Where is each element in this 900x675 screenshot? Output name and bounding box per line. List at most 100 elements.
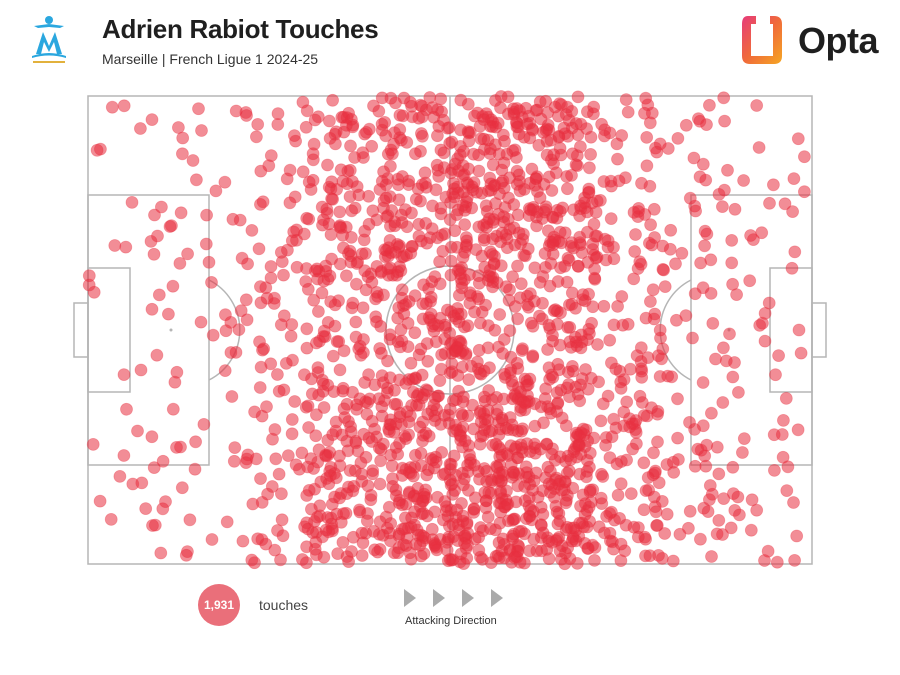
touch-point: [649, 505, 663, 519]
touch-point: [343, 464, 357, 477]
touch-point: [472, 148, 486, 162]
touch-point: [352, 503, 366, 517]
touch-point: [627, 272, 641, 286]
touch-point: [591, 338, 604, 351]
touch-point: [458, 245, 472, 259]
touch-point: [726, 370, 740, 384]
touch-point: [309, 408, 323, 422]
touch-point: [461, 526, 475, 540]
touch-point: [422, 429, 436, 443]
touch-count-badge: 1,931: [198, 584, 240, 626]
touch-point: [408, 147, 422, 161]
touch-point: [758, 334, 772, 348]
touch-point: [603, 333, 617, 347]
touch-point: [589, 205, 603, 219]
touch-point: [496, 128, 510, 142]
touch-point: [154, 546, 168, 560]
touch-point: [703, 98, 716, 112]
touch-point: [147, 461, 161, 475]
touch-point: [541, 343, 554, 356]
touch-point: [372, 104, 386, 118]
touch-point: [311, 305, 325, 318]
touch-point: [518, 396, 532, 410]
touch-point: [349, 315, 363, 329]
touch-point: [571, 90, 585, 104]
touch-point: [295, 446, 309, 460]
touch-point: [304, 502, 318, 516]
touch-point: [499, 228, 513, 242]
touch-point: [401, 316, 415, 330]
touch-point: [554, 261, 567, 275]
touch-point: [630, 349, 644, 363]
touch-point: [538, 247, 552, 260]
touch-point: [745, 493, 759, 507]
touch-point: [554, 306, 567, 320]
touch-point: [595, 117, 608, 131]
touch-point: [758, 554, 771, 567]
touch-point: [570, 149, 584, 163]
touch-point: [361, 479, 375, 493]
touch-point: [350, 257, 364, 270]
touch-point: [517, 130, 531, 144]
touch-point: [518, 556, 531, 570]
touch-point: [307, 462, 321, 475]
touch-point: [794, 346, 808, 360]
touch-point: [456, 409, 470, 422]
touch-point: [744, 523, 758, 537]
touch-point: [241, 257, 255, 271]
touch-point: [195, 124, 208, 137]
touch-point: [725, 233, 739, 247]
touch-point: [600, 510, 613, 523]
touch-point: [469, 243, 483, 257]
touch-point: [564, 340, 578, 354]
touch-point: [279, 356, 293, 370]
touch-point: [455, 281, 469, 295]
touch-point: [565, 534, 579, 548]
touch-point: [683, 191, 697, 205]
touch-point: [251, 532, 265, 546]
touch-point: [86, 437, 100, 451]
touch-point: [378, 116, 392, 129]
touch-point: [384, 448, 398, 462]
touch-point: [392, 193, 406, 207]
touch-point: [666, 554, 680, 568]
touch-point: [268, 423, 282, 436]
touch-point: [772, 349, 785, 363]
touch-point: [528, 294, 541, 308]
touch-point: [448, 484, 462, 497]
touch-point: [521, 242, 535, 256]
touch-point: [728, 202, 742, 216]
touch-point: [565, 168, 578, 182]
touch-point: [539, 260, 552, 274]
touch-point: [320, 202, 334, 216]
touch-point: [405, 99, 419, 113]
touch-point: [240, 452, 254, 466]
touch-point: [688, 422, 701, 436]
touch-point: [479, 298, 493, 312]
touch-point: [611, 299, 624, 313]
touch-point: [393, 108, 407, 122]
touch-point: [277, 309, 291, 323]
touch-point: [472, 543, 486, 557]
touch-point: [712, 467, 726, 481]
touch-point: [526, 123, 540, 137]
touch-point: [308, 113, 322, 127]
touch-point: [777, 413, 790, 427]
touch-point: [632, 205, 645, 218]
touch-point: [355, 467, 369, 481]
touch-point: [710, 440, 724, 454]
touch-point: [384, 143, 398, 157]
touch-point: [200, 208, 214, 222]
touch-point: [455, 466, 469, 480]
touch-point: [374, 266, 388, 279]
touch-point: [419, 216, 433, 230]
touch-point: [595, 467, 608, 481]
touch-point: [461, 483, 475, 497]
touch-point: [780, 484, 794, 498]
touch-point: [389, 96, 402, 110]
touch-point: [264, 260, 278, 273]
touch-point: [359, 125, 373, 139]
touch-point: [206, 328, 220, 342]
touch-point: [474, 132, 488, 146]
touch-point: [402, 295, 416, 308]
